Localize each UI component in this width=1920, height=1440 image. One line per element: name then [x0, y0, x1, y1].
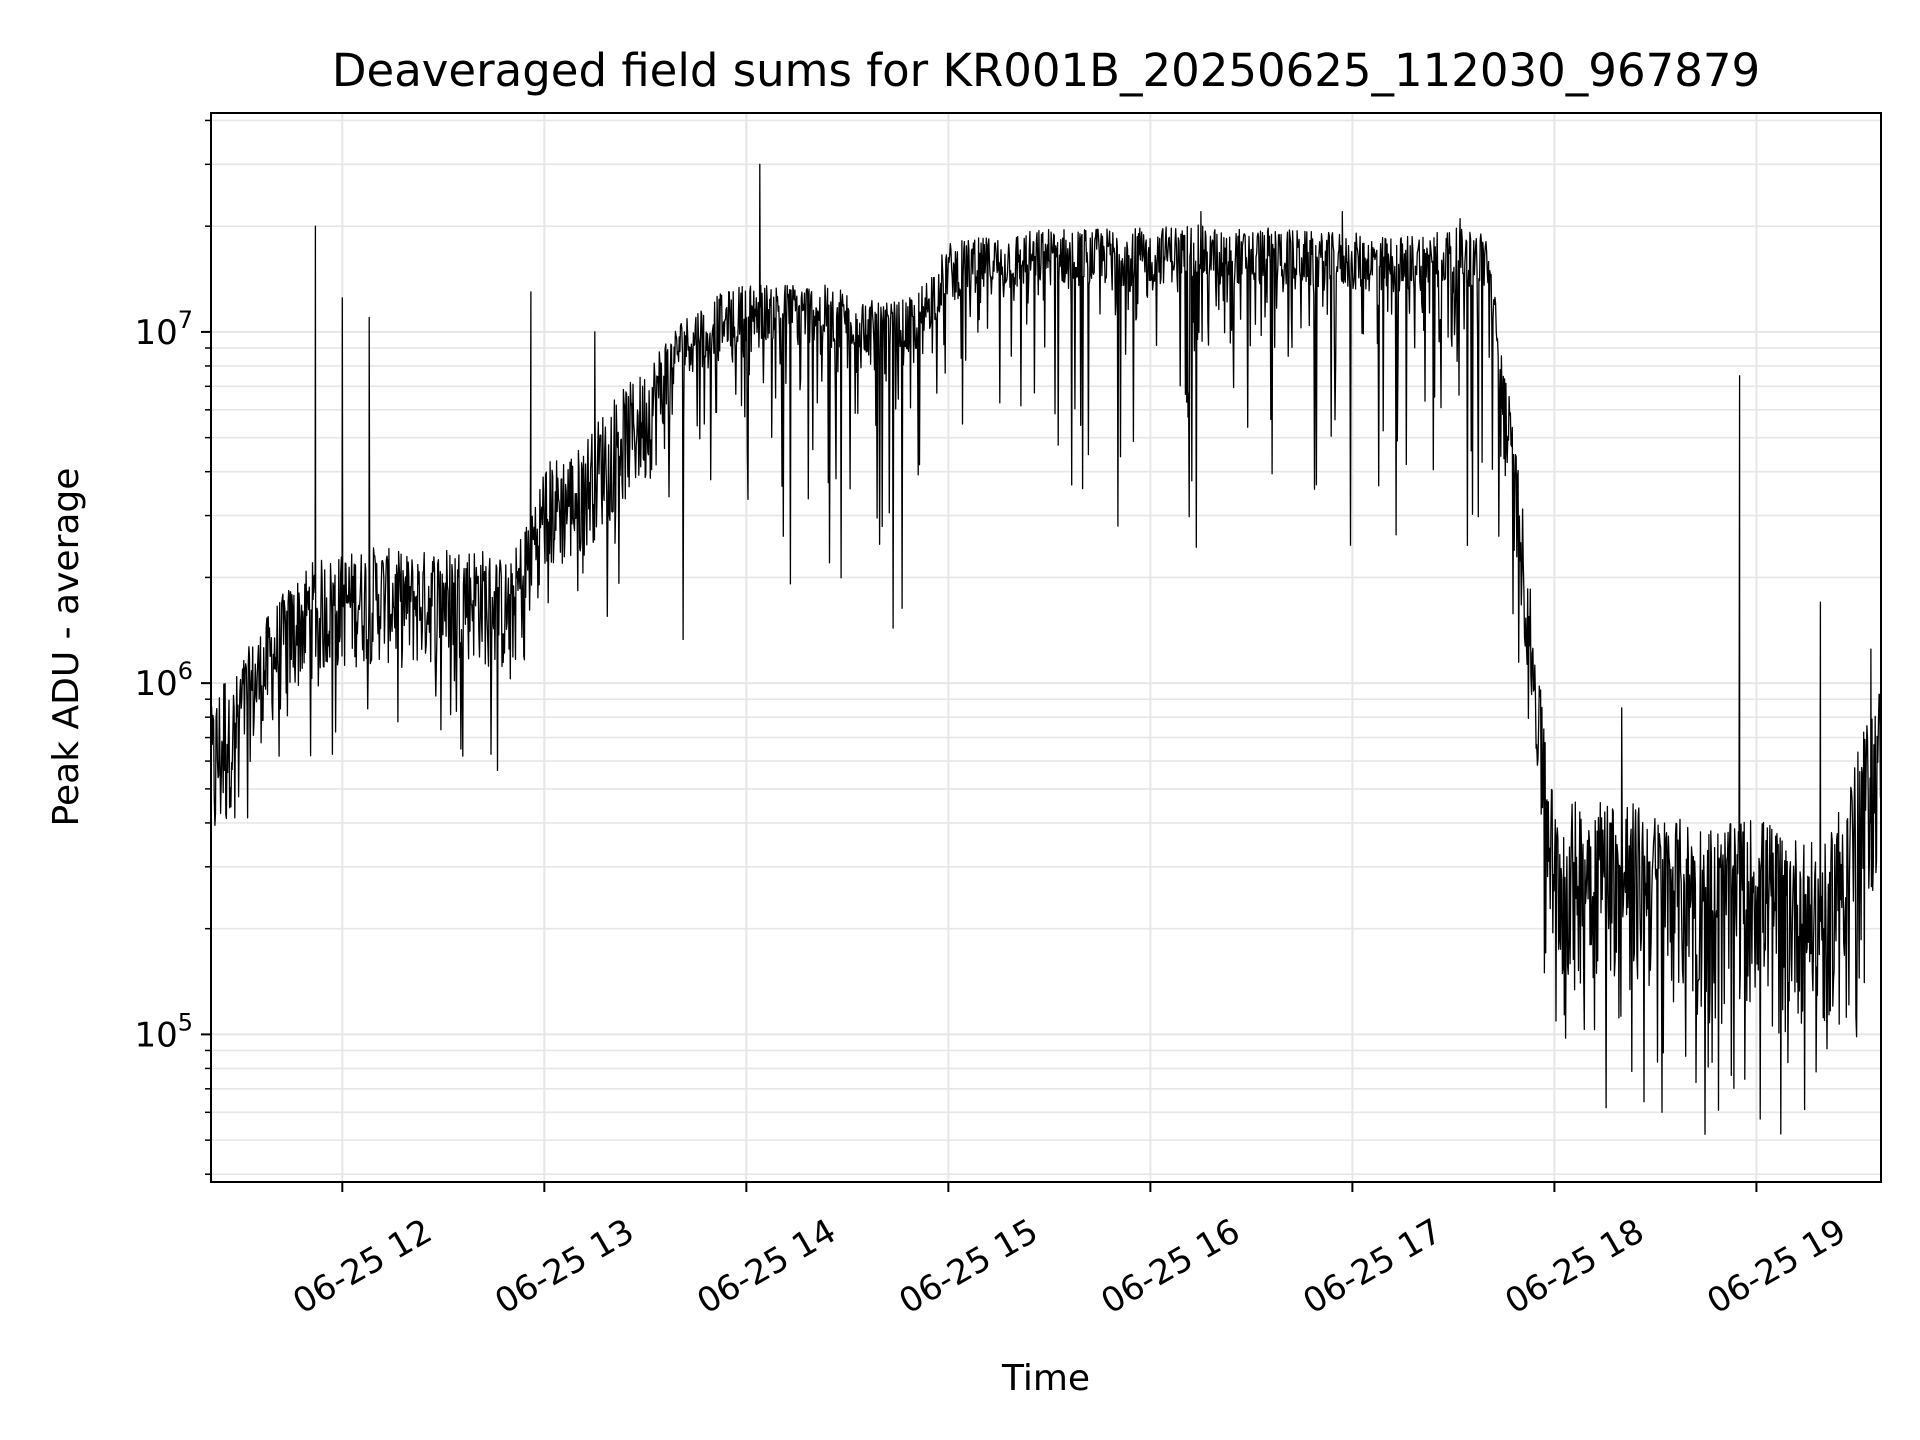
- y-tick-label: 107: [134, 306, 193, 353]
- series-line: [210, 163, 1882, 1135]
- y-tick-label: 105: [134, 1008, 193, 1055]
- y-tick-label: 106: [134, 657, 193, 704]
- plot-line-group: [210, 163, 1882, 1135]
- chart-title: Deaveraged field sums for KR001B_2025062…: [332, 44, 1760, 97]
- y-axis-label: Peak ADU - average: [46, 468, 87, 827]
- x-axis-label: Time: [1001, 1358, 1090, 1399]
- y-axis-ticks: 105 106 107: [134, 119, 211, 1175]
- plot-frame: [210, 112, 1882, 1183]
- grid: [211, 113, 1881, 1182]
